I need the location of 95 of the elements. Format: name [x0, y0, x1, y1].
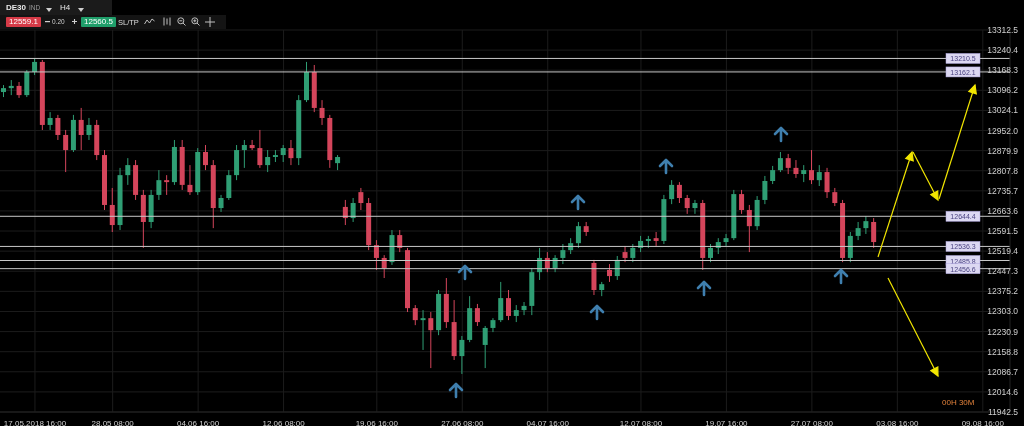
candlestick [47, 111, 53, 131]
candlestick [412, 304, 418, 326]
candlestick [622, 245, 628, 263]
candlestick [669, 179, 675, 205]
y-tick-label: 12014.6 [987, 386, 1019, 397]
candlestick [420, 309, 426, 351]
candlestick [55, 114, 61, 141]
y-tick-label: 12952.0 [987, 125, 1019, 136]
candlestick [676, 181, 682, 204]
candlestick [164, 174, 170, 196]
candlestick [86, 117, 92, 141]
candlestick [249, 139, 255, 151]
candlestick [847, 231, 853, 263]
candlestick [428, 311, 434, 369]
candlestick [187, 164, 193, 196]
candlestick [226, 169, 232, 201]
y-tick-label: 12807.8 [987, 165, 1019, 176]
candlestick [459, 335, 465, 375]
text: 12559.1 [6, 17, 41, 27]
y-tick-label: 12303.0 [987, 306, 1019, 317]
candlestick [723, 233, 729, 247]
candlestick [809, 149, 814, 185]
y-tick-label: 13312.5 [987, 25, 1019, 35]
x-tick-label: 03.08 16:00 [876, 418, 920, 426]
annotation: 00H 30M [942, 398, 975, 407]
x-tick-label: 28.05 08:00 [91, 418, 135, 426]
candlestick [871, 217, 877, 249]
candlestick [506, 289, 511, 321]
y-tick-label: 12447.3 [987, 266, 1019, 277]
candlestick [684, 194, 690, 215]
y-tick-label: 13240.4 [987, 45, 1019, 56]
candlestick [358, 187, 364, 211]
candlestick [319, 99, 325, 126]
x-tick-label: 12.06 08:00 [262, 418, 306, 426]
candlestick [257, 129, 263, 169]
candlestick [855, 221, 861, 241]
candlestick [770, 165, 776, 185]
y-tick-label: 13168.3 [987, 65, 1019, 76]
chart-subtitle: H4 [60, 3, 71, 12]
chart-title: DE30 [6, 3, 27, 12]
candlestick [785, 153, 791, 175]
y-tick-label: 12735.7 [987, 185, 1019, 196]
y-tick-label: 12086.7 [987, 366, 1019, 377]
x-tick-label: 27.06 08:00 [441, 418, 484, 426]
candlestick [692, 199, 698, 215]
candlestick [653, 231, 659, 247]
y-tick-label: 11942.5 [987, 407, 1019, 417]
y-tick-label: 13096.2 [987, 85, 1019, 96]
candlestick [63, 129, 69, 173]
x-tick-label: 19.06 16:00 [355, 418, 399, 426]
candlestick [630, 243, 636, 263]
candlestick [521, 301, 527, 316]
candlestick [474, 303, 480, 327]
candlestick [125, 157, 131, 186]
y-tick-label: 12591.5 [987, 226, 1019, 237]
candlestick [863, 215, 869, 235]
x-tick-label: 09.08 16:00 [961, 418, 1005, 426]
candlestick [793, 159, 799, 179]
candlestick [109, 187, 115, 233]
x-tick-label: 19.07 16:00 [705, 418, 749, 426]
y-tick-label: 12158.8 [987, 346, 1019, 357]
y-tick-label: 12375.2 [987, 286, 1019, 297]
candlestick [78, 107, 84, 151]
candlestick [24, 69, 30, 98]
x-tick-label: 04.07 16:00 [526, 418, 570, 426]
candlestick [762, 175, 768, 205]
x-tick-label: 27.07 08:00 [790, 418, 834, 426]
candlestick [288, 139, 294, 166]
text: 12560.5 [81, 17, 116, 27]
candlestick [575, 221, 581, 249]
candlestick [265, 149, 271, 173]
x-tick-label: 04.06 16:00 [176, 418, 220, 426]
candlestick [832, 187, 838, 207]
candlestick [373, 239, 379, 271]
candlestick [156, 169, 162, 201]
candlestick [708, 243, 713, 263]
candlestick [560, 243, 566, 265]
candlestick [739, 189, 745, 215]
candlestick [777, 151, 783, 173]
x-tick-label: 12.07 08:00 [619, 418, 663, 426]
candlestick [241, 139, 247, 169]
candlestick [498, 281, 504, 323]
candlestick [824, 167, 830, 199]
candlestick [816, 164, 822, 187]
candlestick [746, 204, 752, 253]
candlestick [203, 144, 208, 171]
x-tick-label: 17.05.2018 16:00 [3, 418, 67, 426]
candlestick [397, 229, 403, 253]
y-tick-label: 12663.6 [987, 205, 1019, 216]
y-tick-label: 12519.4 [987, 246, 1019, 257]
candlestick [482, 325, 488, 369]
y-tick-label: 12879.9 [987, 145, 1019, 156]
candlestick [350, 197, 356, 223]
y-tick-label: 12230.9 [987, 326, 1019, 337]
y-tick-label: 13024.1 [987, 105, 1019, 116]
